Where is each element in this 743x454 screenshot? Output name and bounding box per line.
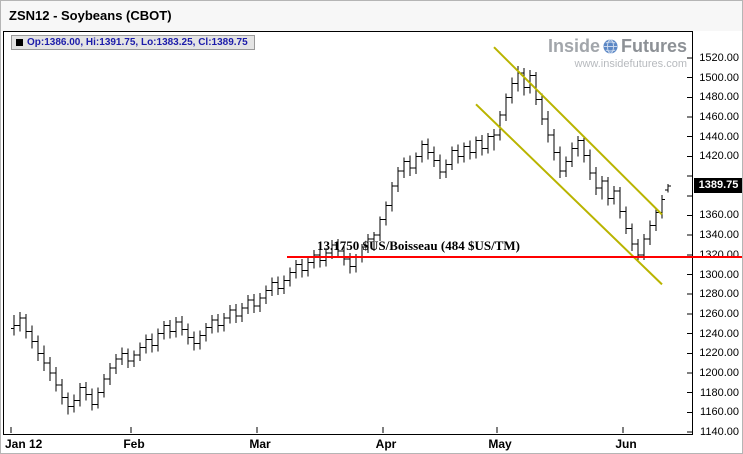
plot-frame: Op:1386.00, Hi:1391.75, Lo:1383.25, Cl:1… xyxy=(3,31,693,435)
x-axis-label: Jun xyxy=(615,437,637,451)
x-axis: Jan 12 Feb Mar Apr May Jun xyxy=(1,437,695,453)
x-axis-label: Apr xyxy=(375,437,397,451)
axis-ticks xyxy=(10,57,692,433)
ohlc-info-text: Op:1386.00, Hi:1391.75, Lo:1383.25, Cl:1… xyxy=(27,37,248,48)
y-axis-label: 1340.00 xyxy=(699,229,739,241)
y-axis-label: 1240.00 xyxy=(699,328,739,340)
y-axis-label: 1480.00 xyxy=(699,91,739,103)
price-plot xyxy=(10,46,692,433)
y-axis-label: 1440.00 xyxy=(699,131,739,143)
globe-icon xyxy=(603,39,618,54)
watermark-brand-right: Futures xyxy=(620,36,687,56)
watermark-brand: Inside Futures xyxy=(548,36,687,57)
y-axis-label: 1500.00 xyxy=(699,72,739,84)
y-axis-label: 1300.00 xyxy=(699,269,739,281)
y-axis-label: 1420.00 xyxy=(699,150,739,162)
series-swatch-icon xyxy=(16,39,23,46)
y-axis-label: 1200.00 xyxy=(699,367,739,379)
y-axis-label: 1460.00 xyxy=(699,111,739,123)
y-axis-label: 1220.00 xyxy=(699,347,739,359)
ohlc-info-box: Op:1386.00, Hi:1391.75, Lo:1383.25, Cl:1… xyxy=(11,35,255,50)
x-axis-label: May xyxy=(488,437,512,451)
y-axis-label: 1180.00 xyxy=(700,387,739,399)
y-axis-label: 1320.00 xyxy=(699,249,739,261)
title-bar: ZSN12 - Soybeans (CBOT) xyxy=(1,1,742,31)
support-line xyxy=(287,256,742,258)
watermark-url: www.insidefutures.com xyxy=(574,58,688,70)
y-axis-label: 1260.00 xyxy=(699,308,739,320)
descending-channel-lower xyxy=(475,103,663,286)
chart-title: ZSN12 - Soybeans (CBOT) xyxy=(9,8,172,23)
x-axis-label: Feb xyxy=(123,437,145,451)
descending-channel-upper xyxy=(493,46,663,216)
watermark-brand-left: Inside xyxy=(547,36,600,56)
ohlc-bars xyxy=(11,65,671,415)
y-axis-label: 1140.00 xyxy=(700,426,739,438)
support-line-label: 13.1750 $US/Boisseau (484 $US/TM) xyxy=(317,238,520,253)
y-axis-label: 1280.00 xyxy=(699,288,739,300)
watermark: Inside Futures www.insidefutures.com xyxy=(548,36,687,70)
x-axis-label: Jan 12 xyxy=(5,437,43,451)
last-price-tag: 1389.75 xyxy=(694,178,742,193)
y-axis: 1520.00 1500.00 1480.00 1460.00 1440.00 1420.… xyxy=(695,1,742,453)
y-axis-label: 1160.00 xyxy=(700,406,739,418)
y-axis-label: 1360.00 xyxy=(699,209,739,221)
y-axis-label: 1520.00 xyxy=(699,52,739,64)
x-axis-label: Mar xyxy=(249,437,271,451)
